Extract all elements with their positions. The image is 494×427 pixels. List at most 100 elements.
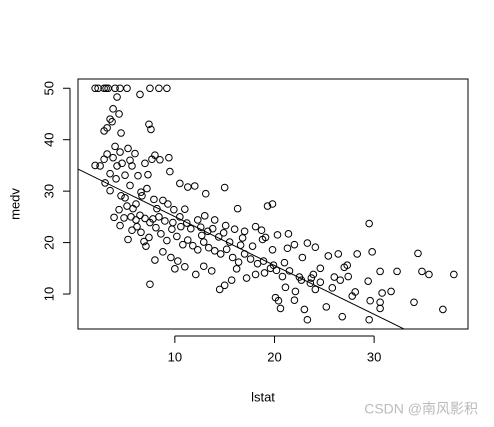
point xyxy=(117,129,125,137)
watermark: CSDN @南风影积 xyxy=(364,401,478,417)
point xyxy=(146,84,154,93)
point xyxy=(368,248,376,256)
point xyxy=(230,225,239,234)
point xyxy=(143,184,151,193)
point xyxy=(284,230,293,238)
point xyxy=(151,151,159,159)
point xyxy=(306,279,315,288)
point xyxy=(366,296,374,305)
point xyxy=(161,217,169,225)
y-tick-label: 10 xyxy=(41,287,56,301)
point xyxy=(127,213,135,221)
point xyxy=(199,262,208,271)
point xyxy=(152,223,160,232)
point xyxy=(166,167,174,176)
point xyxy=(210,247,219,255)
point xyxy=(353,250,361,258)
point xyxy=(144,170,152,179)
point xyxy=(184,183,192,191)
y-tick-label: 20 xyxy=(41,235,56,249)
point xyxy=(190,182,199,190)
point xyxy=(240,227,249,236)
point xyxy=(281,283,290,292)
plot-box xyxy=(77,78,469,330)
point xyxy=(181,262,189,271)
point xyxy=(109,105,117,113)
point xyxy=(124,144,132,153)
point xyxy=(155,213,163,221)
point xyxy=(271,293,280,302)
point xyxy=(113,93,121,101)
point xyxy=(120,214,128,222)
point xyxy=(290,296,299,304)
x-tick-label: 10 xyxy=(168,349,182,364)
point xyxy=(246,255,255,263)
point xyxy=(414,249,422,258)
point xyxy=(259,257,268,265)
point xyxy=(163,236,171,245)
point xyxy=(238,234,247,242)
point xyxy=(124,235,132,244)
point xyxy=(126,181,134,190)
point xyxy=(322,303,331,311)
point xyxy=(364,277,372,285)
point xyxy=(100,84,108,93)
point xyxy=(179,240,187,249)
point xyxy=(173,232,181,241)
point xyxy=(290,240,299,249)
point xyxy=(136,90,144,99)
point xyxy=(376,304,384,313)
point xyxy=(348,292,357,300)
point xyxy=(176,213,184,221)
point xyxy=(340,263,349,272)
point xyxy=(96,162,104,170)
point xyxy=(232,265,241,273)
point xyxy=(199,238,208,246)
point xyxy=(425,270,433,279)
point xyxy=(257,226,266,235)
point xyxy=(176,179,184,188)
point xyxy=(193,245,202,254)
point xyxy=(387,287,395,296)
point xyxy=(201,189,210,198)
point xyxy=(147,125,155,134)
point xyxy=(128,226,136,235)
x-axis-label: lstat xyxy=(251,389,275,404)
point xyxy=(153,204,161,213)
point xyxy=(316,278,325,286)
point xyxy=(268,245,277,254)
point xyxy=(276,304,285,313)
point xyxy=(134,171,142,180)
point xyxy=(183,219,191,227)
point xyxy=(168,225,176,234)
x-tick-label: 20 xyxy=(267,349,281,364)
point xyxy=(109,153,117,162)
point xyxy=(151,256,159,264)
point xyxy=(303,315,312,324)
point xyxy=(101,179,109,187)
point xyxy=(116,84,124,93)
point xyxy=(188,241,197,250)
point xyxy=(210,216,219,224)
point xyxy=(208,224,217,233)
point xyxy=(330,273,339,281)
point xyxy=(111,84,119,93)
point xyxy=(263,202,272,210)
y-axis-label: medv xyxy=(7,188,22,220)
point xyxy=(219,229,228,237)
point xyxy=(118,159,126,168)
point xyxy=(171,265,179,273)
point xyxy=(283,244,292,253)
point xyxy=(295,273,304,281)
point xyxy=(177,222,185,231)
point xyxy=(311,285,320,294)
point xyxy=(111,142,119,151)
point xyxy=(291,287,300,296)
point xyxy=(193,216,202,224)
point xyxy=(242,274,251,282)
point xyxy=(248,242,257,250)
point xyxy=(197,231,206,240)
point xyxy=(159,196,167,205)
point xyxy=(309,270,318,279)
